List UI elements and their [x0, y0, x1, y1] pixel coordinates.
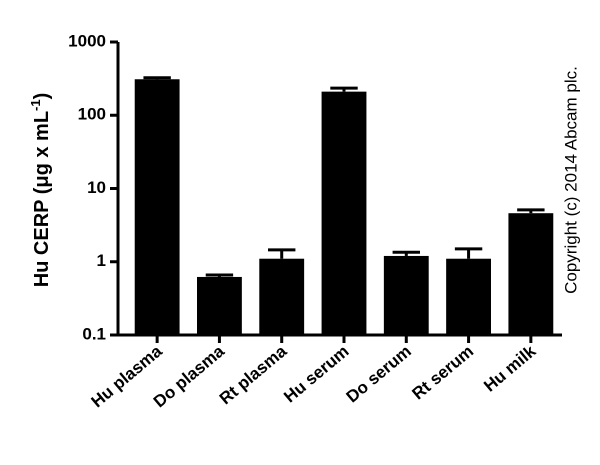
y-tick-label: 1000	[68, 31, 106, 50]
x-tick-label: Hu milk	[480, 341, 540, 395]
y-tick-label: 10	[87, 178, 106, 197]
y-axis-label: Hu CERP (μg x mL-1)	[28, 93, 53, 288]
x-tick-label: Rt plasma	[216, 341, 291, 408]
bar	[446, 258, 491, 335]
bar	[383, 255, 429, 335]
y-tick-label: 0.1	[82, 324, 106, 343]
x-tick-label: Hu serum	[280, 342, 352, 407]
y-label-end: )	[31, 93, 53, 100]
y-label-sup: -1	[28, 99, 43, 111]
copyright: Copyright (c) 2014 Abcam plc.	[561, 66, 580, 294]
y-label-text: Hu CERP (μg x mL	[31, 111, 53, 287]
x-tick-label: Do serum	[343, 342, 415, 407]
bar	[259, 258, 305, 335]
bar	[321, 91, 367, 336]
x-tick-label: Rt serum	[408, 342, 477, 404]
y-tick-label: 1	[97, 251, 106, 270]
bar	[197, 276, 242, 335]
bar	[508, 213, 554, 335]
y-tick-label: 100	[78, 105, 106, 124]
bar	[134, 79, 180, 336]
